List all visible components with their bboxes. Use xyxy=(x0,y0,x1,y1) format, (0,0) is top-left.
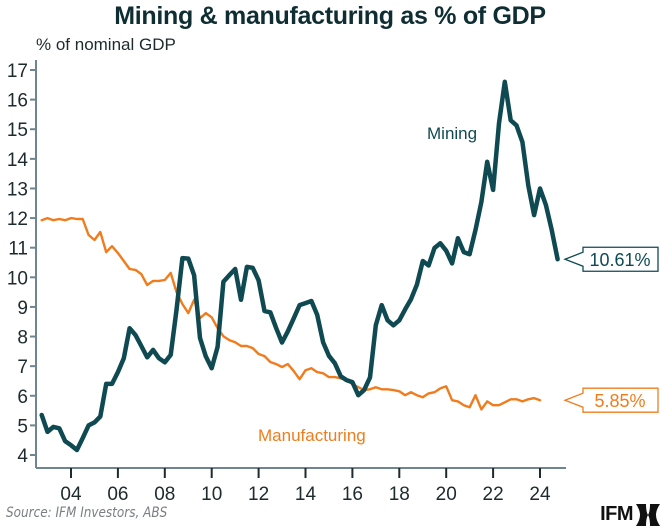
y-axis-ticks: 4 5 6 7 8 9 10 11 12 13 14 15 16 17 xyxy=(7,61,36,467)
y-tick-label: 16 xyxy=(7,91,28,112)
y-tick-label: 8 xyxy=(17,328,28,349)
x-tick-label: 24 xyxy=(529,484,551,505)
y-tick-label: 7 xyxy=(17,357,28,378)
ifm-logo-icon xyxy=(636,503,660,526)
y-tick-label: 5 xyxy=(17,416,28,437)
series-line-mining xyxy=(39,79,560,453)
series-label-manufacturing: Manufacturing xyxy=(258,426,366,445)
last-value-callouts: 10.61% 5.85% xyxy=(563,246,659,413)
y-tick-label: 6 xyxy=(17,387,28,408)
y-tick-label: 13 xyxy=(7,179,28,200)
callout-box-mining xyxy=(563,246,659,272)
x-tick-label: 22 xyxy=(483,484,504,505)
y-axis-unit-label: % of nominal GDP xyxy=(36,35,176,54)
y-tick-label: 15 xyxy=(7,120,28,141)
y-tick-label: 9 xyxy=(17,298,28,319)
x-tick-label: 12 xyxy=(248,484,269,505)
y-tick-label: 4 xyxy=(17,446,28,467)
callout-box-manufacturing xyxy=(563,387,659,413)
x-tick-label: 06 xyxy=(107,484,128,505)
x-tick-label: 04 xyxy=(60,484,82,505)
y-tick-label: 17 xyxy=(7,61,28,82)
y-tick-label: 14 xyxy=(7,150,29,171)
x-tick-label: 18 xyxy=(389,484,410,505)
x-tick-label: 14 xyxy=(295,484,317,505)
series-lines xyxy=(39,79,560,453)
chart-title: Mining & manufacturing as % of GDP xyxy=(114,2,546,30)
y-tick-label: 11 xyxy=(8,239,28,260)
callout-value-manufacturing: 5.85% xyxy=(594,391,645,411)
source-note: Source: IFM Investors, ABS xyxy=(6,505,168,521)
axes xyxy=(35,60,566,469)
x-tick-label: 08 xyxy=(154,484,175,505)
ifm-logo: IFM xyxy=(600,503,660,526)
y-tick-label: 10 xyxy=(7,268,28,289)
series-label-mining: Mining xyxy=(427,124,477,143)
series-line-manufacturing xyxy=(40,216,542,411)
x-axis-ticks: 04 06 08 10 12 14 16 18 20 22 24 xyxy=(60,468,551,505)
y-tick-label: 12 xyxy=(7,209,28,230)
callout-value-mining: 10.61% xyxy=(589,250,650,270)
logo-text: IFM xyxy=(600,503,633,525)
x-tick-label: 10 xyxy=(201,484,222,505)
x-tick-label: 16 xyxy=(342,484,363,505)
x-tick-label: 20 xyxy=(436,484,457,505)
